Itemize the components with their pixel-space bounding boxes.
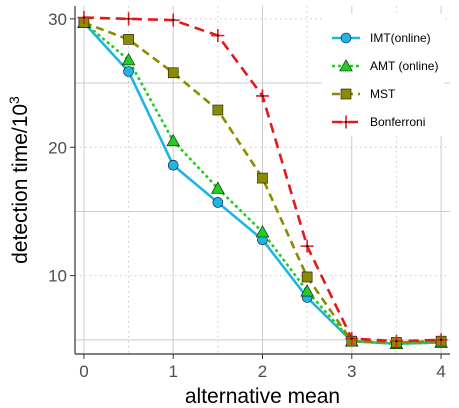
x-tick-label: 3: [347, 362, 356, 381]
y-tick-label: 30: [48, 10, 67, 29]
data-point: [123, 34, 134, 45]
data-point: [257, 172, 268, 184]
legend-label: Bonferroni: [370, 115, 425, 129]
y-axis-title-main: detection time/10: [9, 104, 32, 264]
legend-marker: [340, 32, 352, 44]
legend-entry: IMT(online): [332, 31, 431, 45]
x-tick-label: 2: [258, 362, 267, 381]
y-tick-labels: 10 20 30: [48, 10, 67, 286]
legend-label: AMT (online): [370, 59, 438, 73]
x-axis-title: alternative mean: [185, 385, 340, 408]
legend: IMT(online) AMT (online) MST Bonferroni: [322, 14, 444, 136]
legend-label: MST: [370, 87, 396, 101]
legend-entry: AMT (online): [332, 59, 438, 73]
y-axis-title-superscript: 3: [6, 96, 22, 104]
legend-entry: MST: [332, 87, 396, 101]
data-point: [123, 66, 134, 77]
axes: [70, 6, 450, 359]
data-point: [167, 159, 179, 171]
y-tick-label: 10: [48, 267, 67, 286]
data-point: [212, 197, 224, 208]
legend-entry: Bonferroni: [332, 115, 425, 129]
data-point: [167, 67, 179, 79]
x-tick-label: 0: [79, 362, 88, 381]
data-point: [301, 271, 313, 283]
data-point: [121, 53, 136, 66]
series-line-mst: [83, 21, 442, 344]
data-point: [211, 181, 225, 194]
data-point: [255, 225, 270, 238]
legend-label: IMT(online): [370, 31, 431, 45]
data-point: [166, 133, 180, 147]
x-tick-label: 4: [436, 362, 445, 381]
data-point: [212, 104, 224, 116]
data-point: [300, 284, 314, 297]
x-tick-label: 1: [168, 362, 177, 381]
series-points: [77, 11, 448, 350]
x-tick-labels: 0 1 2 3 4: [79, 362, 446, 381]
y-axis-title: detection time/103: [6, 96, 32, 264]
y-tick-label: 20: [48, 138, 67, 157]
legend-marker: [340, 88, 352, 100]
legend-marker: [339, 59, 353, 72]
